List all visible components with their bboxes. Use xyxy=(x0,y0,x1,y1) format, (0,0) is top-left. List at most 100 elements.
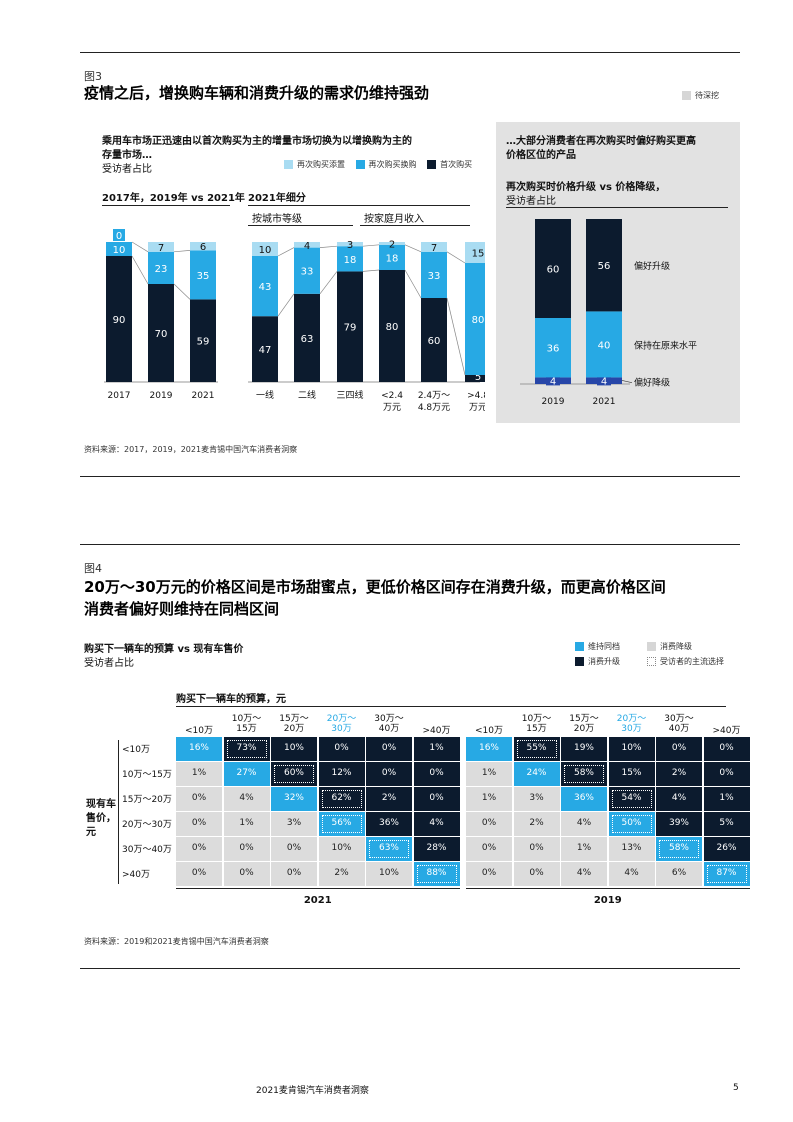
col-head-line: 30万～ xyxy=(664,714,694,724)
heatmap-cell-2021-r1-c1: 27% xyxy=(223,762,270,786)
row-head-5: >40万 xyxy=(122,870,150,880)
fig3-source: 资料来源：2017，2019，2021麦肯锡中国汽车消费者洞察 xyxy=(84,445,298,454)
bar-首次购买-<2.4万元 xyxy=(379,270,405,382)
heatmap-cell-2019-r0-c1: 55% xyxy=(513,737,560,761)
bar-label-偏好升级-2019: 60 xyxy=(547,265,560,276)
heatmap-cell-2019-r3-c4: 39% xyxy=(656,812,702,836)
cell-value: 56% xyxy=(331,818,352,828)
row-head-3: 20万～30万 xyxy=(122,820,172,830)
mainstream-marker xyxy=(416,865,457,883)
cell-value: 2% xyxy=(529,818,544,828)
bar-label-再次购买添置-2021: 6 xyxy=(200,242,206,253)
connector xyxy=(446,297,466,376)
col-head-line: >40万 xyxy=(422,726,451,736)
cell-value: 0% xyxy=(381,743,397,753)
bottom-rule xyxy=(80,968,740,969)
category-label-<2.4万元: 万元 xyxy=(383,403,401,413)
bar-label-保持在原来水平-2019: 36 xyxy=(547,344,560,355)
col-head-line: 15万 xyxy=(236,724,257,734)
group1-rule xyxy=(102,205,230,206)
mainstream-marker xyxy=(321,815,362,833)
heatmap-cell-2021-r0-c5: 1% xyxy=(413,737,460,761)
heatmap-cell-2021-r3-c3: 56% xyxy=(318,812,365,836)
col-head-line: 30万 xyxy=(331,724,352,734)
bar-label-首次购买-三四线: 79 xyxy=(344,323,357,334)
heatmap-cell-2021-r0-c0: 16% xyxy=(176,737,222,761)
bar-再次购买换购-2019 xyxy=(148,251,174,284)
category-label-2019: 2019 xyxy=(150,391,173,401)
legend-label-add: 再次购买添置 xyxy=(297,160,345,169)
heatmap-cell-2019-r2-c1: 3% xyxy=(513,787,560,811)
cell-value: 4% xyxy=(239,793,254,803)
heatmap-cell-2019-r2-c2: 36% xyxy=(561,787,607,811)
tag-legend: 待深挖 xyxy=(682,90,719,101)
fig3-right-sub-2: 受访者占比 xyxy=(506,196,556,207)
row-axis-label-1: 现有车 xyxy=(86,799,116,810)
heatmap-cell-2021-r4-c1: 0% xyxy=(223,837,270,861)
cell-value: 19% xyxy=(573,743,594,753)
budget-title: 购买下一辆车的预算，元 xyxy=(176,694,286,705)
cell-value: 4% xyxy=(429,818,444,828)
cell-value: 0% xyxy=(239,868,254,878)
legend-swatch-add xyxy=(284,160,293,169)
bar-首次购买-2019 xyxy=(148,284,174,382)
cell-value: 0% xyxy=(191,868,207,878)
legend-label-replace: 再次购买换购 xyxy=(368,160,417,169)
row-axis-label-3: 元 xyxy=(86,827,96,838)
tag-text: 待深挖 xyxy=(695,91,719,100)
cell-value: 0% xyxy=(191,843,207,853)
heatmap-cell-2019-r4-c2: 1% xyxy=(561,837,607,861)
connector xyxy=(362,269,380,272)
cell-value: 28% xyxy=(426,843,447,853)
bar-首次购买-2.4万～4.8万元 xyxy=(421,298,447,382)
bar-label-首次购买->4.8万元: 5 xyxy=(475,372,481,383)
heatmap-cell-2019-r2-c5: 1% xyxy=(703,787,750,811)
figure3-label: 图3 xyxy=(84,70,102,83)
connector xyxy=(404,269,422,299)
category-label-一线: 一线 xyxy=(256,389,274,401)
legend-swatch-same xyxy=(575,642,584,651)
bar-label-再次购买添置-三四线: 3 xyxy=(347,240,353,251)
legend-label-down: 消费降级 xyxy=(660,642,692,651)
col-head-line: 40万 xyxy=(378,724,400,734)
col-head-line: <10万 xyxy=(185,726,213,736)
heatmap-cell-2021-r0-c4: 0% xyxy=(366,737,412,761)
mid-rule-2 xyxy=(80,544,740,545)
heatmap-cell-2019-r0-c5: 0% xyxy=(703,737,750,761)
bar-label-再次购买换购-2.4万～4.8万元: 33 xyxy=(428,271,441,282)
bar-label-再次购买换购-2017: 10 xyxy=(113,245,126,256)
series-label-偏好降级: 偏好降级 xyxy=(634,377,670,389)
cell-value: 87% xyxy=(716,868,737,878)
heatmap-cell-2019-r5-c5: 87% xyxy=(703,862,750,886)
cell-value: 0% xyxy=(286,843,302,853)
cell-value: 4% xyxy=(624,868,639,878)
col-head-line: >40万 xyxy=(712,726,741,736)
bar-偏好升级-2021 xyxy=(586,219,622,312)
cell-value: 15% xyxy=(621,768,642,778)
mid-rule-1 xyxy=(80,476,740,477)
bar-保持在原来水平-2019 xyxy=(535,318,571,378)
cell-value: 1% xyxy=(429,743,444,753)
heatmap-cell-2021-r4-c2: 0% xyxy=(271,837,317,861)
cell-value: 24% xyxy=(526,768,547,778)
heatmap-cell-2021-r1-c0: 1% xyxy=(176,762,222,786)
heatmap-cell-2021-r0-c2: 10% xyxy=(271,737,317,761)
col-head-0-2: 15万～ 20万 xyxy=(271,714,317,734)
col-head-line: 10万～ xyxy=(521,714,552,724)
connector xyxy=(404,244,422,253)
cell-value: 0% xyxy=(481,868,497,878)
category-label-2.4万～4.8万元: 4.8万元 xyxy=(418,403,450,413)
cell-value: 10% xyxy=(621,743,642,753)
bar-保持在原来水平-2021 xyxy=(586,311,622,378)
row-axis-label: 现有车 售价， 元 xyxy=(86,798,116,840)
cell-value: 0% xyxy=(429,793,444,803)
row-head-1: 10万～15万 xyxy=(122,770,172,780)
category-label-<2.4万元: <2.4 xyxy=(381,391,403,401)
col-head-1-3: 20万～ 30万 xyxy=(609,714,655,734)
mainstream-marker xyxy=(516,740,557,758)
bar-再次购买换购-2017 xyxy=(106,242,132,256)
series-label-保持在原来水平: 保持在原来水平 xyxy=(634,339,697,351)
col-head-0-3: 20万～ 30万 xyxy=(319,714,365,734)
leader-line xyxy=(621,380,633,383)
